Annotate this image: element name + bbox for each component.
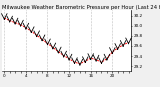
Text: 8: 8 — [46, 74, 49, 78]
Text: 16: 16 — [88, 74, 93, 78]
Text: 0: 0 — [3, 74, 6, 78]
Text: 12: 12 — [67, 74, 72, 78]
Text: Milwaukee Weather Barometric Pressure per Hour (Last 24 Hours): Milwaukee Weather Barometric Pressure pe… — [2, 5, 160, 10]
Text: 20: 20 — [110, 74, 115, 78]
Text: 4: 4 — [25, 74, 27, 78]
